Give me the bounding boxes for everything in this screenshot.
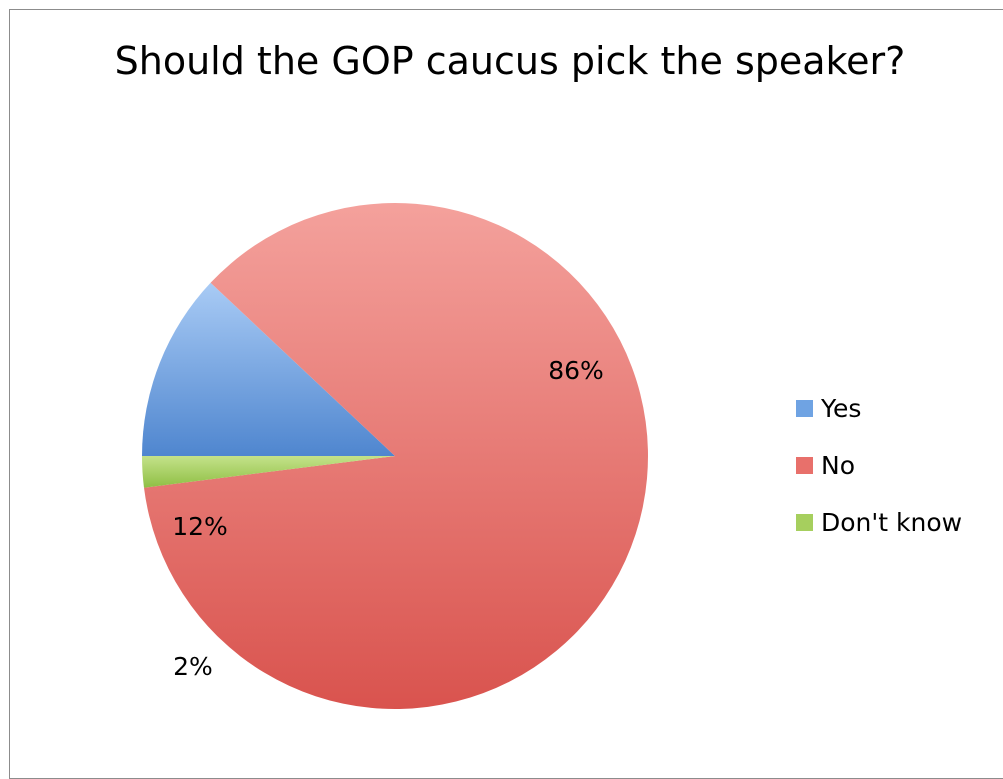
legend-swatch-yes — [796, 399, 813, 417]
legend-label-dont-know: Don't know — [821, 507, 963, 537]
chart-title: Should the GOP caucus pick the speaker? — [114, 39, 906, 83]
legend-swatch-no — [796, 456, 813, 474]
legend-swatch-dont-know — [796, 513, 813, 531]
pie-slice-no — [143, 203, 648, 710]
legend-label-yes: Yes — [821, 393, 862, 423]
data-label-no: 86% — [548, 356, 604, 385]
pie-slice-yes — [142, 282, 395, 456]
chart-legend: Yes No Don't know — [796, 390, 962, 561]
legend-item-no: No — [796, 447, 962, 483]
data-label-don-t-know: 2% — [173, 652, 213, 681]
legend-label-no: No — [821, 450, 855, 480]
pie-slice-don-t-know — [142, 456, 395, 488]
legend-item-dont-know: Don't know — [796, 504, 962, 540]
legend-item-yes: Yes — [796, 390, 962, 426]
data-label-yes: 12% — [172, 512, 228, 541]
